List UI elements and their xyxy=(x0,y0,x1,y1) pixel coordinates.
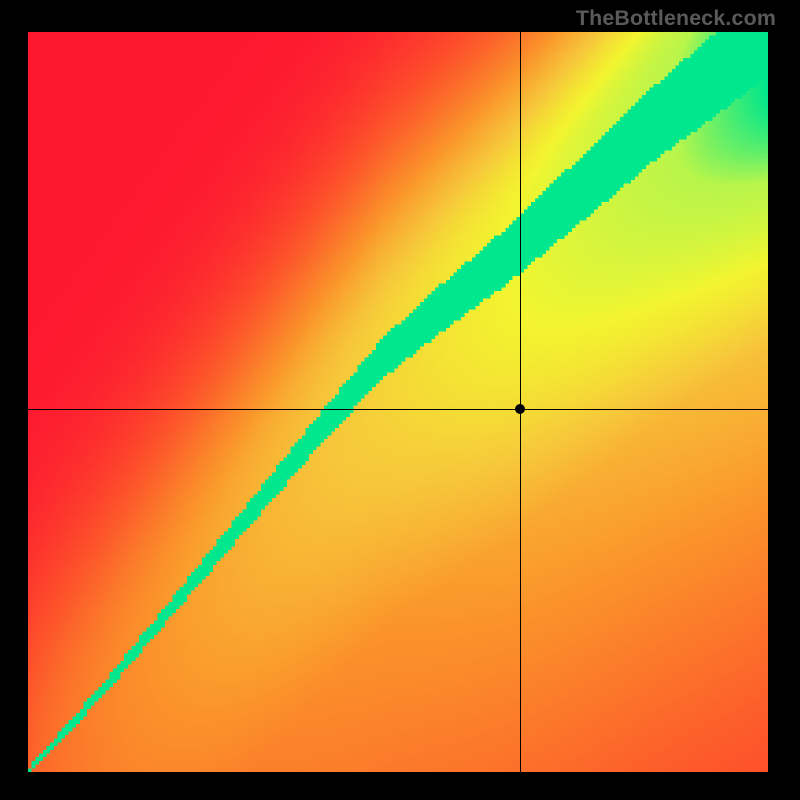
heatmap-canvas xyxy=(28,32,768,772)
watermark-text: TheBottleneck.com xyxy=(576,6,776,31)
chart-container: TheBottleneck.com xyxy=(0,0,800,800)
crosshair-vertical xyxy=(520,32,521,772)
crosshair-horizontal xyxy=(28,409,768,410)
